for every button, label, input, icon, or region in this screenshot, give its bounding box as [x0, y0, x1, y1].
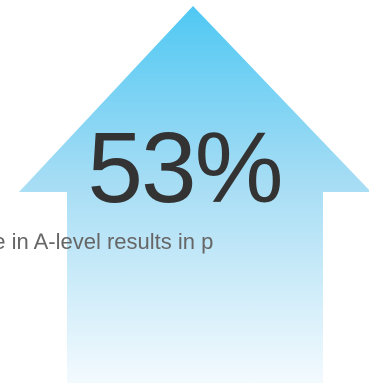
- stat-value: 53%: [87, 112, 283, 224]
- arrow-shape: [19, 6, 369, 383]
- stat-caption: ase in A-level results in p: [0, 229, 214, 254]
